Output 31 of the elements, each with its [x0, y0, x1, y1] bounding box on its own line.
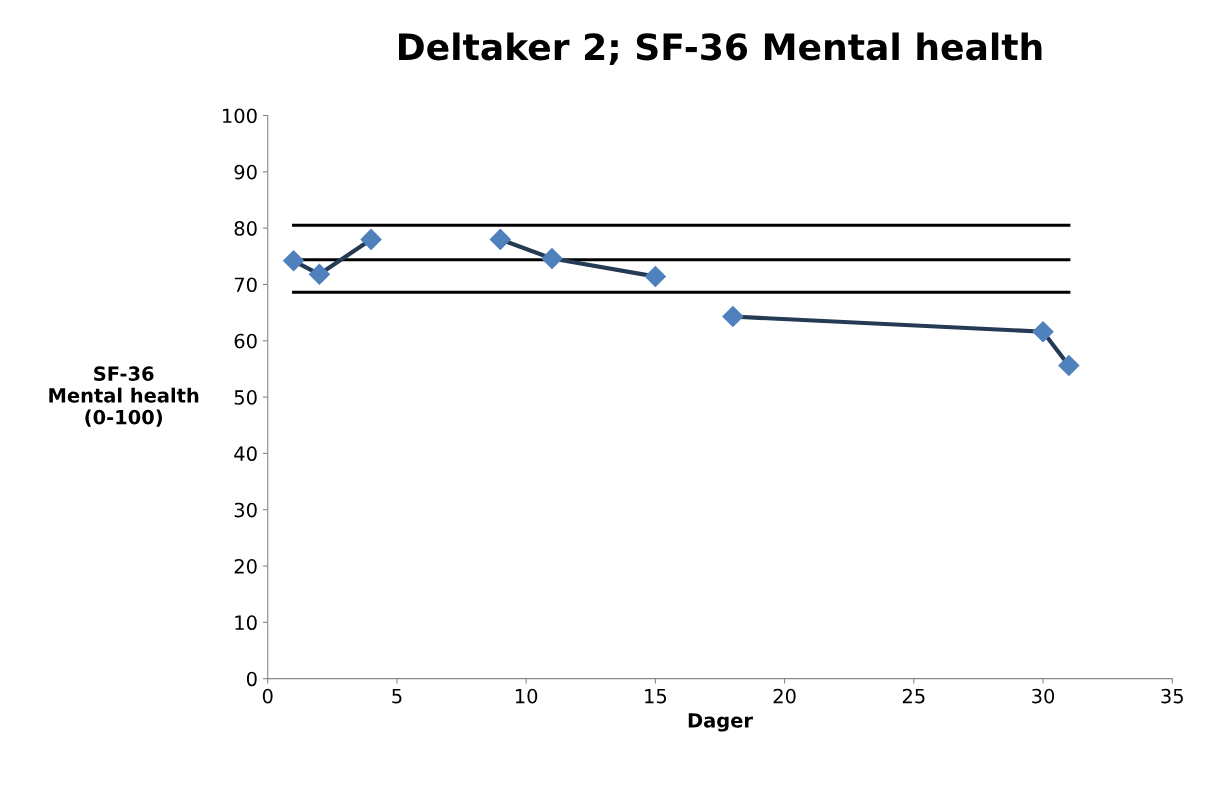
x-tick-label: 15 — [645, 689, 667, 704]
y-tick-label: 70 — [234, 277, 257, 293]
y-tick-label: 40 — [234, 446, 257, 462]
y-axis-title: SF-36 Mental health (0-100) — [49, 366, 199, 427]
y-tick-label: 60 — [234, 333, 257, 349]
y-tick-label: 10 — [235, 615, 257, 631]
x-tick-label: 10 — [515, 688, 538, 704]
point — [308, 263, 330, 285]
point — [644, 266, 666, 288]
x-tick-label: 20 — [773, 688, 796, 704]
y-tick-label: 50 — [234, 390, 257, 405]
point — [489, 228, 511, 250]
chart-title: Deltaker 2; SF-36 Mental health — [399, 32, 1042, 66]
x-tick-label: 25 — [902, 688, 925, 704]
point — [360, 228, 382, 250]
y-tick-label: 90 — [234, 164, 257, 180]
point — [1058, 355, 1080, 377]
point — [722, 306, 744, 328]
point — [541, 248, 563, 270]
x-tick-label: 0 — [262, 688, 273, 704]
x-tick-label: 35 — [1161, 688, 1183, 704]
y-tick-label: 80 — [234, 221, 257, 236]
y-tick-label: 20 — [234, 559, 257, 574]
point — [283, 250, 305, 272]
x-tick-label: 30 — [1032, 688, 1055, 704]
y-tick-label: 30 — [234, 502, 257, 518]
x-axis-title: Dager — [688, 713, 753, 732]
point — [1032, 321, 1054, 343]
y-tick-label: 100 — [223, 108, 257, 124]
y-tick-label: 0 — [246, 671, 257, 687]
x-tick-label: 5 — [392, 689, 402, 704]
